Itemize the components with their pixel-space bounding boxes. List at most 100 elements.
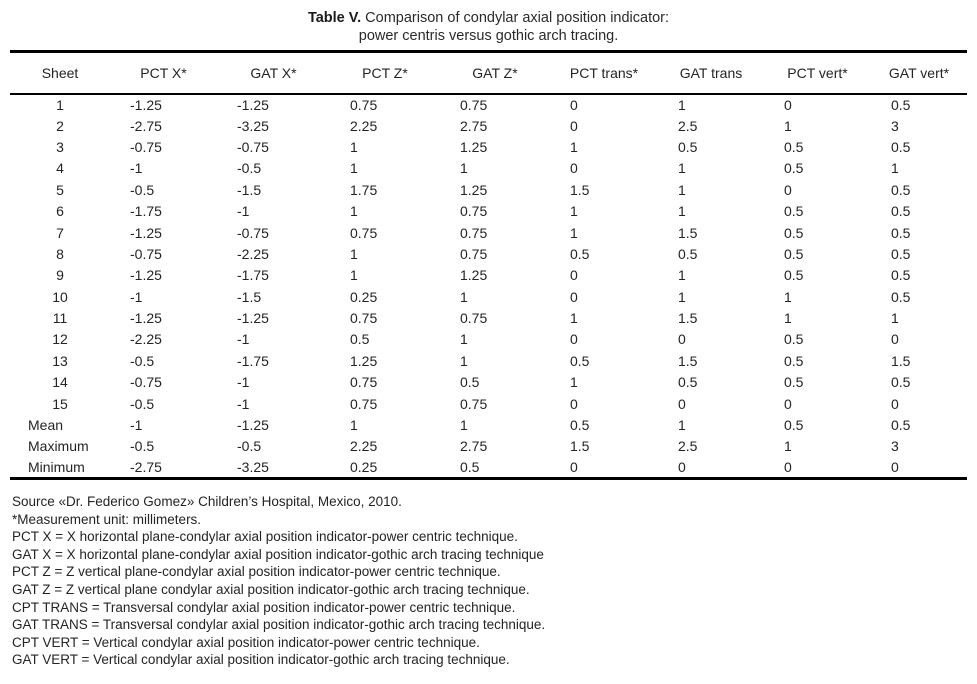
value-cell: 0.5 [350,331,370,348]
value-cell: -1.25 [237,417,269,434]
table-row: 13 -0.5 -1.75 1.25 1 0.5 1.5 0.5 1.5 [10,350,967,371]
value-cell: 1 [460,160,468,177]
sheet-cell: 13 [52,352,68,369]
value-cell: 1 [678,181,686,198]
footnote-line: GAT TRANS = Transversal condylar axial p… [12,617,546,633]
value-cell: 0 [570,331,578,348]
value-cell: 0 [570,267,578,284]
column-header: GAT Z* [440,51,550,95]
table-title-line1: Table V. Comparison of condylar axial po… [0,9,977,27]
value-cell: 0.5 [891,288,911,305]
value-cell: 0.5 [891,181,911,198]
table-row: 14 -0.75 -1 0.75 0.5 1 0.5 0.5 0.5 [10,372,967,393]
sheet-cell: 9 [56,267,64,284]
value-cell: 1 [784,288,792,305]
value-cell: -1.75 [237,267,269,284]
value-cell: 0.5 [784,160,804,177]
footnote-line: CPT VERT = Vertical condylar axial posit… [12,634,480,650]
value-cell: 1 [460,331,468,348]
value-cell: 1 [678,203,686,220]
value-cell: 0.5 [891,267,911,284]
column-header: GAT vert* [871,51,967,95]
value-cell: 0 [570,288,578,305]
table-row: 8 -0.75 -2.25 1 0.75 0.5 0.5 0.5 0.5 [10,243,967,264]
value-cell: 0 [570,117,578,134]
value-cell: 0 [678,395,686,412]
value-cell: 2.5 [678,117,698,134]
value-cell: -3.25 [237,117,269,134]
sheet-cell: Minimum [28,459,85,476]
value-cell: 0 [784,395,792,412]
value-cell: 1 [678,288,686,305]
value-cell: 1.75 [350,181,378,198]
value-cell: 0 [891,459,899,476]
value-cell: 1 [460,417,468,434]
value-cell: 0.75 [460,310,488,327]
value-cell: -0.75 [237,138,269,155]
value-cell: -1.5 [237,288,262,305]
column-header: PCT Z* [330,51,440,95]
table-row: 11 -1.25 -1.25 0.75 0.75 1 1.5 1 1 [10,307,967,328]
sheet-cell: 2 [56,117,64,134]
value-cell: 0.5 [891,96,911,113]
table-row: 2 -2.75 -3.25 2.25 2.75 0 2.5 1 3 [10,115,967,136]
value-cell: 0 [678,331,686,348]
value-cell: 1 [350,417,358,434]
value-cell: 0.25 [350,288,378,305]
table-header-row: Sheet PCT X* GAT X* PCT Z* GAT Z* PCT trans* G… [10,51,967,95]
value-cell: 1 [350,160,358,177]
footnote-line: GAT VERT = Vertical condylar axial posit… [12,652,510,668]
value-cell: 2.25 [350,438,378,455]
value-cell: 1 [350,203,358,220]
value-cell: -1.25 [130,96,162,113]
value-cell: 2.5 [678,438,698,455]
value-cell: 1.5 [678,224,698,241]
value-cell: -1.25 [130,224,162,241]
footnote-line: GAT X = X horizontal plane-condylar axia… [12,546,544,562]
value-cell: 1.25 [460,181,488,198]
sheet-cell: 6 [56,203,64,220]
sheet-cell: 7 [56,224,64,241]
value-cell: 0.5 [784,417,804,434]
value-cell: 1 [570,138,578,155]
value-cell: 0.5 [678,374,698,391]
value-cell: 0.25 [350,459,378,476]
value-cell: -1 [130,288,143,305]
value-cell: 0.5 [784,224,804,241]
table-row: 12 -2.25 -1 0.5 1 0 0 0.5 0 [10,329,967,350]
value-cell: -1 [237,203,250,220]
footnote-line: Source «Dr. Federico Gomez» Children’s H… [12,494,402,510]
sheet-cell: 8 [56,245,64,262]
column-header: GAT X* [217,51,330,95]
value-cell: 1 [891,310,899,327]
value-cell: 0.5 [678,138,698,155]
sheet-cell: 4 [56,160,64,177]
value-cell: 0 [784,459,792,476]
table-row: 10 -1 -1.5 0.25 1 0 1 1 0.5 [10,286,967,307]
value-cell: 2.25 [350,117,378,134]
value-cell: 0 [891,331,899,348]
value-cell: 0.5 [891,417,911,434]
value-cell: -3.25 [237,459,269,476]
value-cell: 0.75 [460,245,488,262]
value-cell: -2.25 [237,245,269,262]
footnote-line: CPT TRANS = Transversal condylar axial p… [12,599,516,615]
value-cell: -1 [237,331,250,348]
value-cell: 0.5 [784,374,804,391]
value-cell: -1.5 [237,181,262,198]
footnote-line: PCT Z = Z vertical plane-condylar axial … [12,564,501,580]
table-row: Minimum -2.75 -3.25 0.25 0.5 0 0 0 0 [10,457,967,478]
column-header: GAT trans [658,51,764,95]
sheet-cell: 12 [52,331,68,348]
sheet-cell: 14 [52,374,68,391]
value-cell: 1.25 [350,352,378,369]
column-header: PCT vert* [764,51,871,95]
footnote-line: *Measurement unit: millimeters. [12,511,202,527]
value-cell: 1.5 [570,438,590,455]
value-cell: -0.75 [130,374,162,391]
table-row: Maximum -0.5 -0.5 2.25 2.75 1.5 2.5 1 3 [10,436,967,457]
value-cell: -1.75 [237,352,269,369]
comparison-table: Sheet PCT X* GAT X* PCT Z* GAT Z* PCT trans* G… [10,50,967,481]
table-row: Mean -1 -1.25 1 1 0.5 1 0.5 0.5 [10,414,967,435]
